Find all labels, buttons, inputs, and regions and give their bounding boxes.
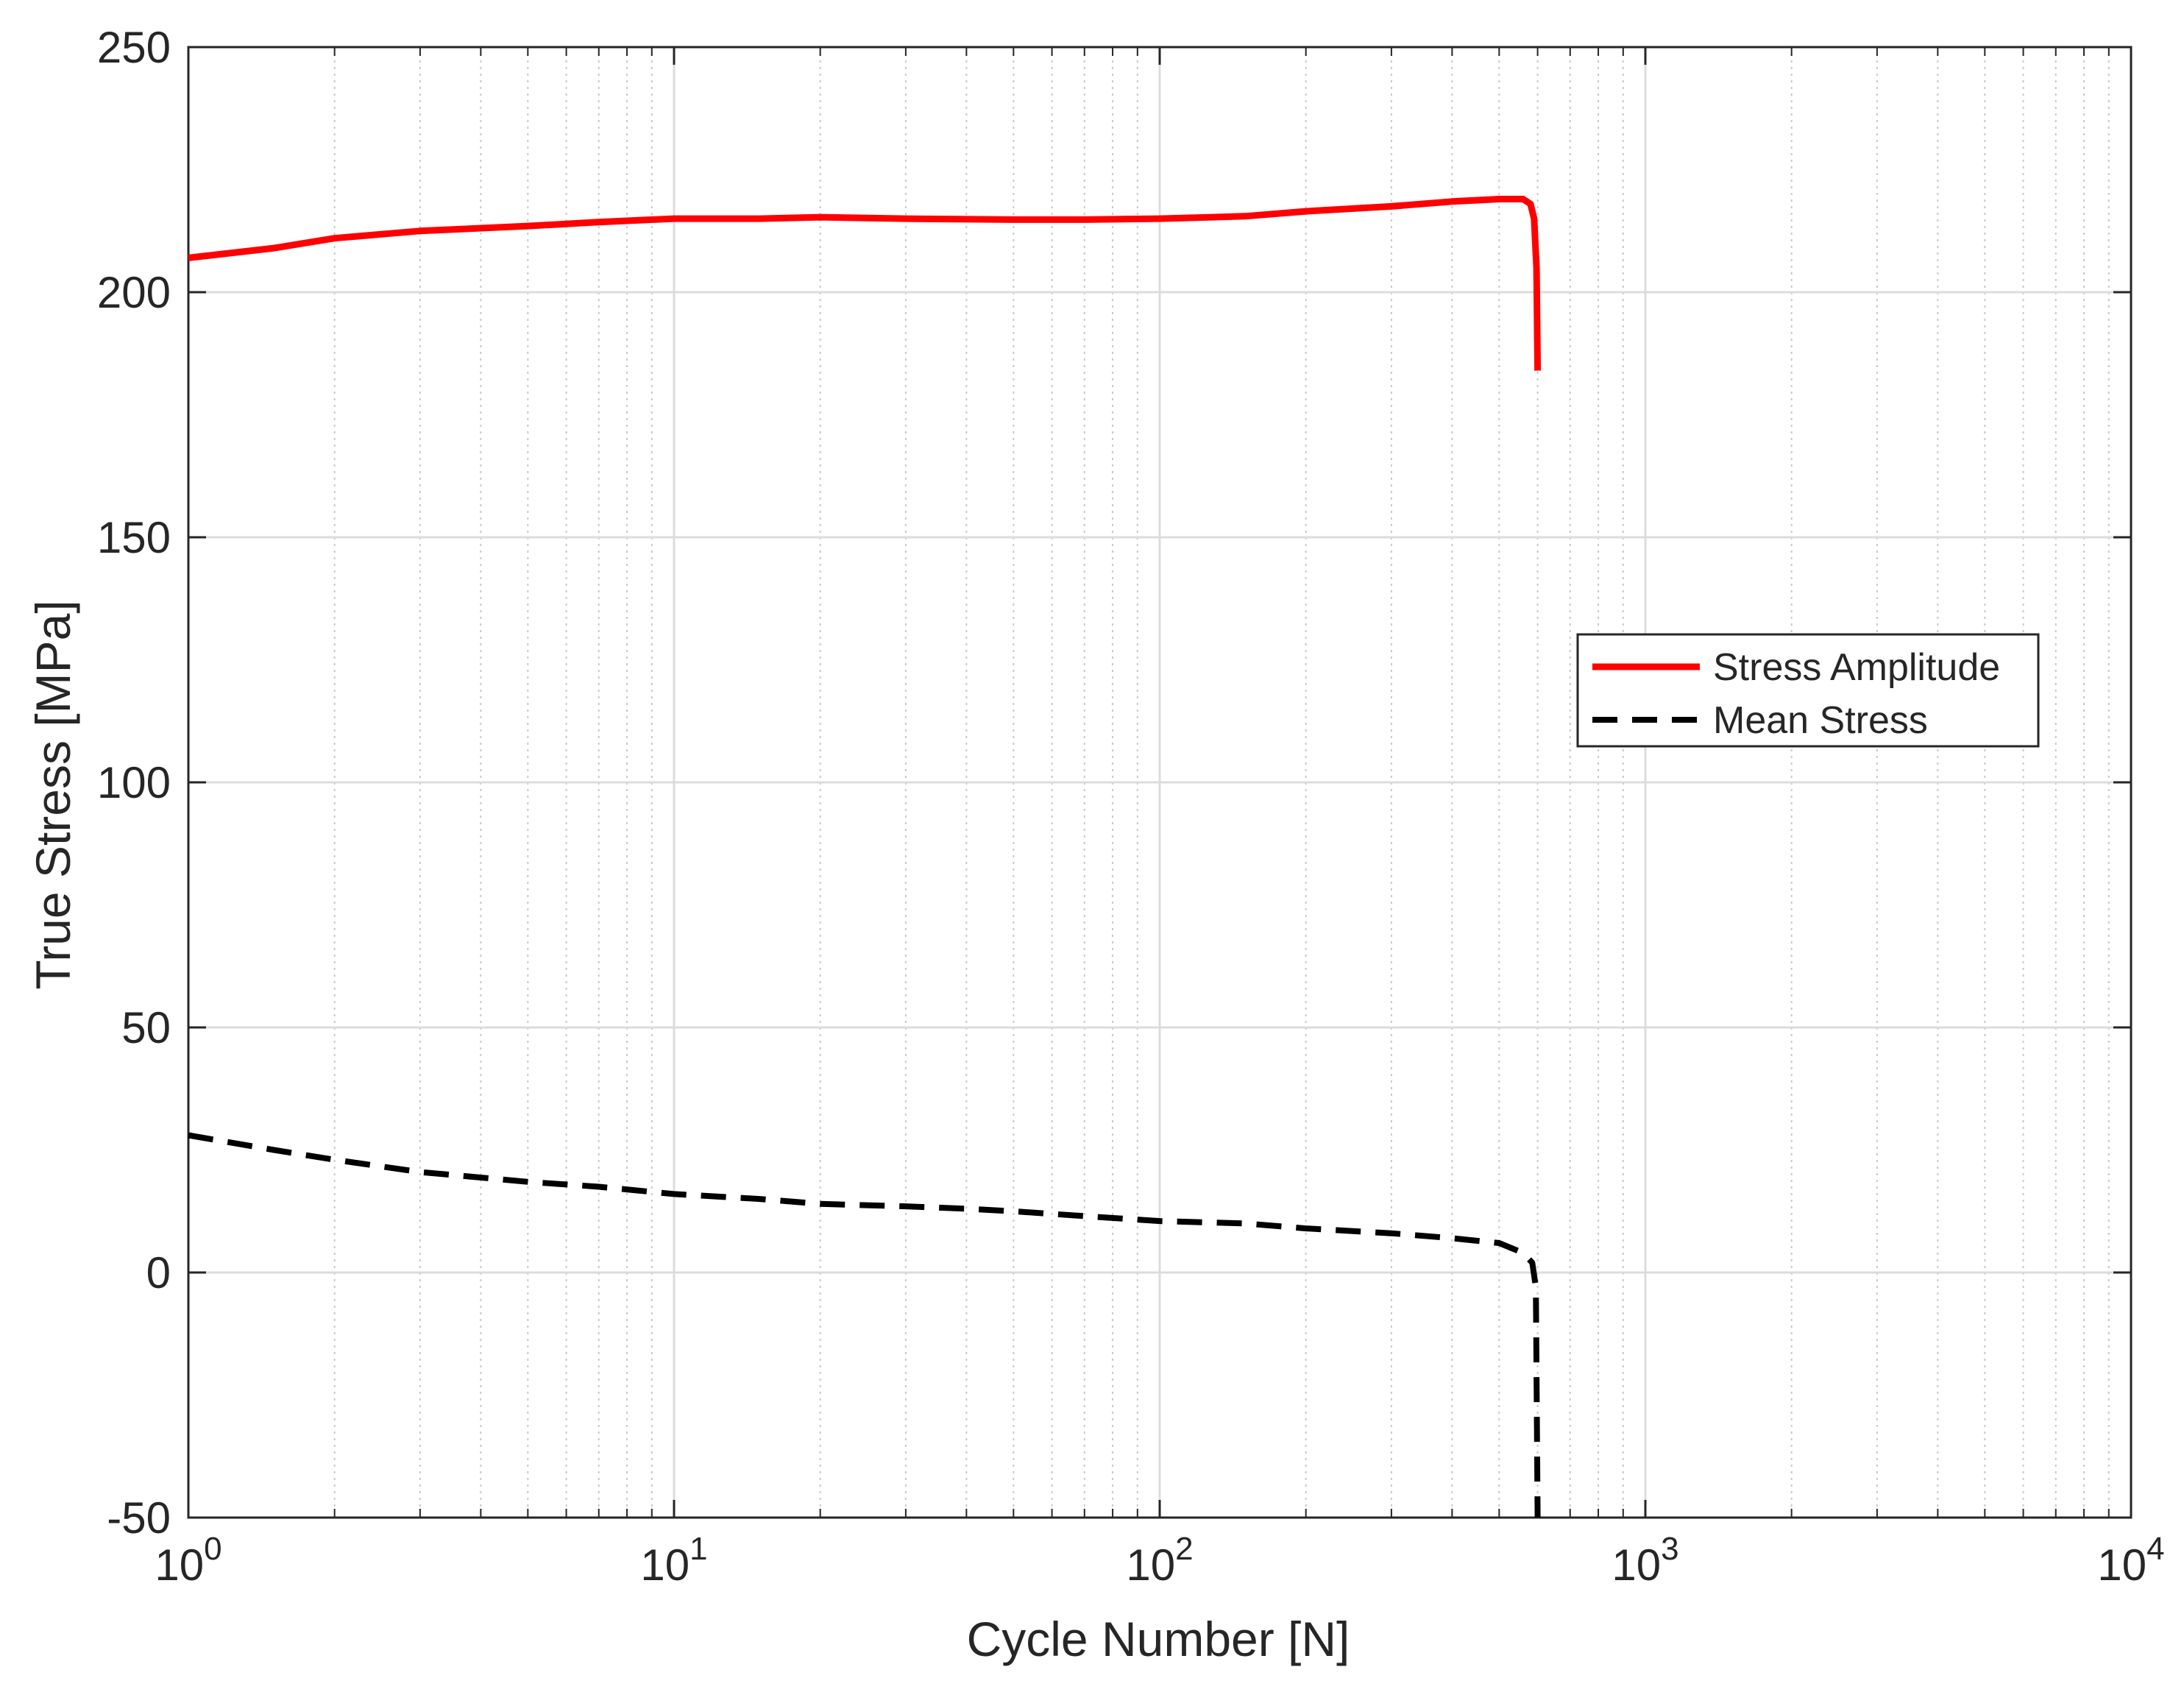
y-tick-label: 100: [97, 758, 171, 807]
x-tick-label: 103: [1612, 1531, 1678, 1590]
x-tick-label: 104: [2097, 1531, 2164, 1590]
x-tick-label: 101: [640, 1531, 707, 1590]
axes: [187, 46, 2132, 1519]
y-tick-label: 200: [97, 268, 171, 317]
x-axis-title: Cycle Number [N]: [967, 1612, 1350, 1666]
y-tick-label: 50: [121, 1003, 171, 1052]
x-tick-label: 100: [155, 1531, 221, 1590]
stress-amplitude-line: [188, 196, 1542, 371]
y-tick-label: -50: [107, 1493, 171, 1543]
series-layer: [188, 196, 1542, 1518]
y-tick-label: 150: [97, 513, 171, 562]
legend-box: [1576, 633, 2040, 748]
x-tick-label: 102: [1126, 1531, 1193, 1590]
y-tick-label: 0: [146, 1248, 171, 1298]
y-axis-title: True Stress [MPa]: [26, 600, 80, 989]
tick-labels: 100 101 102 103 104 250 200 150 100 50 0 -50: [97, 23, 2165, 1590]
mean-stress-line: [188, 1132, 1541, 1518]
legend: Stress Amplitude Mean Stress: [1576, 633, 2040, 748]
legend-label: Mean Stress: [1713, 699, 1928, 742]
legend-label: Stress Amplitude: [1713, 646, 2000, 689]
y-tick-label: 250: [97, 23, 171, 72]
